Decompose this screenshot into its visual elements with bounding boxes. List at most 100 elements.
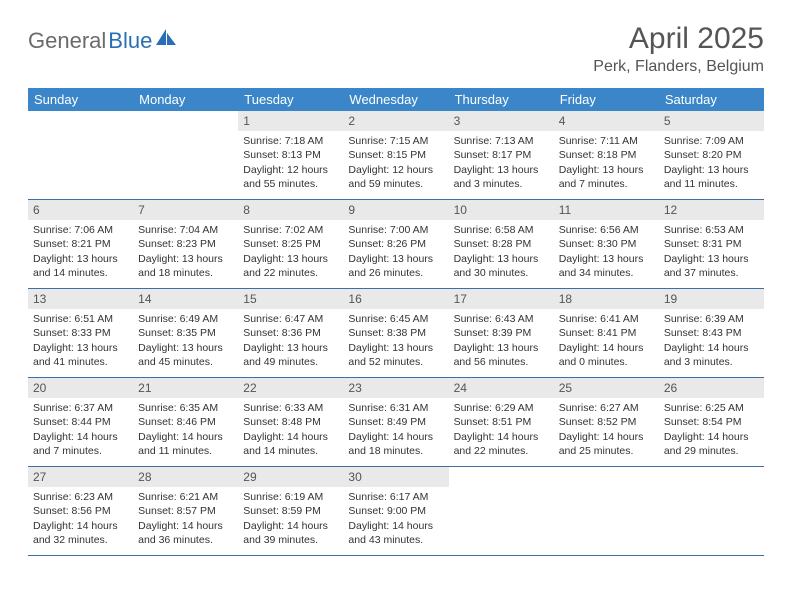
day-cell: 24Sunrise: 6:29 AMSunset: 8:51 PMDayligh… <box>449 378 554 466</box>
day-cell: 8Sunrise: 7:02 AMSunset: 8:25 PMDaylight… <box>238 200 343 288</box>
day-details: Sunrise: 6:53 AMSunset: 8:31 PMDaylight:… <box>659 220 764 284</box>
day-details: Sunrise: 6:25 AMSunset: 8:54 PMDaylight:… <box>659 398 764 462</box>
logo-text-general: General <box>28 28 106 54</box>
day-cell: 23Sunrise: 6:31 AMSunset: 8:49 PMDayligh… <box>343 378 448 466</box>
day-details: Sunrise: 7:11 AMSunset: 8:18 PMDaylight:… <box>554 131 659 195</box>
calendar-row: 13Sunrise: 6:51 AMSunset: 8:33 PMDayligh… <box>28 289 764 378</box>
day-number: 6 <box>28 200 133 220</box>
calendar: SundayMondayTuesdayWednesdayThursdayFrid… <box>28 88 764 556</box>
day-number: 12 <box>659 200 764 220</box>
day-cell: 3Sunrise: 7:13 AMSunset: 8:17 PMDaylight… <box>449 111 554 199</box>
day-cell: 12Sunrise: 6:53 AMSunset: 8:31 PMDayligh… <box>659 200 764 288</box>
day-number: 19 <box>659 289 764 309</box>
logo-text-blue: Blue <box>108 28 152 54</box>
day-details: Sunrise: 6:17 AMSunset: 9:00 PMDaylight:… <box>343 487 448 551</box>
day-cell: 27Sunrise: 6:23 AMSunset: 8:56 PMDayligh… <box>28 467 133 555</box>
weekday-header: Thursday <box>449 88 554 111</box>
day-number: 27 <box>28 467 133 487</box>
day-number: 17 <box>449 289 554 309</box>
day-number: 8 <box>238 200 343 220</box>
day-details: Sunrise: 6:33 AMSunset: 8:48 PMDaylight:… <box>238 398 343 462</box>
day-cell: 13Sunrise: 6:51 AMSunset: 8:33 PMDayligh… <box>28 289 133 377</box>
day-cell: 22Sunrise: 6:33 AMSunset: 8:48 PMDayligh… <box>238 378 343 466</box>
day-details: Sunrise: 7:02 AMSunset: 8:25 PMDaylight:… <box>238 220 343 284</box>
day-cell: 14Sunrise: 6:49 AMSunset: 8:35 PMDayligh… <box>133 289 238 377</box>
empty-cell <box>133 111 238 199</box>
weekday-header: Sunday <box>28 88 133 111</box>
day-details: Sunrise: 6:56 AMSunset: 8:30 PMDaylight:… <box>554 220 659 284</box>
day-cell: 15Sunrise: 6:47 AMSunset: 8:36 PMDayligh… <box>238 289 343 377</box>
day-details: Sunrise: 6:21 AMSunset: 8:57 PMDaylight:… <box>133 487 238 551</box>
empty-cell <box>28 111 133 199</box>
day-details: Sunrise: 7:06 AMSunset: 8:21 PMDaylight:… <box>28 220 133 284</box>
day-number: 22 <box>238 378 343 398</box>
day-details: Sunrise: 7:13 AMSunset: 8:17 PMDaylight:… <box>449 131 554 195</box>
day-number: 11 <box>554 200 659 220</box>
day-number: 26 <box>659 378 764 398</box>
day-details: Sunrise: 6:29 AMSunset: 8:51 PMDaylight:… <box>449 398 554 462</box>
day-details: Sunrise: 6:39 AMSunset: 8:43 PMDaylight:… <box>659 309 764 373</box>
day-details: Sunrise: 6:43 AMSunset: 8:39 PMDaylight:… <box>449 309 554 373</box>
day-details: Sunrise: 6:51 AMSunset: 8:33 PMDaylight:… <box>28 309 133 373</box>
day-cell: 11Sunrise: 6:56 AMSunset: 8:30 PMDayligh… <box>554 200 659 288</box>
day-number: 4 <box>554 111 659 131</box>
day-number: 28 <box>133 467 238 487</box>
day-cell: 20Sunrise: 6:37 AMSunset: 8:44 PMDayligh… <box>28 378 133 466</box>
sail-icon <box>156 29 176 45</box>
day-cell: 5Sunrise: 7:09 AMSunset: 8:20 PMDaylight… <box>659 111 764 199</box>
day-details: Sunrise: 6:23 AMSunset: 8:56 PMDaylight:… <box>28 487 133 551</box>
day-number: 23 <box>343 378 448 398</box>
day-details: Sunrise: 7:09 AMSunset: 8:20 PMDaylight:… <box>659 131 764 195</box>
day-details: Sunrise: 6:41 AMSunset: 8:41 PMDaylight:… <box>554 309 659 373</box>
day-cell: 10Sunrise: 6:58 AMSunset: 8:28 PMDayligh… <box>449 200 554 288</box>
day-number: 2 <box>343 111 448 131</box>
day-cell: 4Sunrise: 7:11 AMSunset: 8:18 PMDaylight… <box>554 111 659 199</box>
day-cell: 26Sunrise: 6:25 AMSunset: 8:54 PMDayligh… <box>659 378 764 466</box>
day-number: 5 <box>659 111 764 131</box>
day-details: Sunrise: 6:31 AMSunset: 8:49 PMDaylight:… <box>343 398 448 462</box>
day-details: Sunrise: 7:00 AMSunset: 8:26 PMDaylight:… <box>343 220 448 284</box>
day-number: 7 <box>133 200 238 220</box>
empty-cell <box>449 467 554 555</box>
calendar-row: 27Sunrise: 6:23 AMSunset: 8:56 PMDayligh… <box>28 467 764 556</box>
day-cell: 19Sunrise: 6:39 AMSunset: 8:43 PMDayligh… <box>659 289 764 377</box>
day-cell: 25Sunrise: 6:27 AMSunset: 8:52 PMDayligh… <box>554 378 659 466</box>
day-number: 13 <box>28 289 133 309</box>
day-number: 3 <box>449 111 554 131</box>
day-number: 14 <box>133 289 238 309</box>
day-number: 9 <box>343 200 448 220</box>
day-details: Sunrise: 6:49 AMSunset: 8:35 PMDaylight:… <box>133 309 238 373</box>
day-cell: 30Sunrise: 6:17 AMSunset: 9:00 PMDayligh… <box>343 467 448 555</box>
day-cell: 28Sunrise: 6:21 AMSunset: 8:57 PMDayligh… <box>133 467 238 555</box>
day-details: Sunrise: 6:58 AMSunset: 8:28 PMDaylight:… <box>449 220 554 284</box>
weekday-header: Monday <box>133 88 238 111</box>
calendar-body: 1Sunrise: 7:18 AMSunset: 8:13 PMDaylight… <box>28 111 764 556</box>
day-cell: 9Sunrise: 7:00 AMSunset: 8:26 PMDaylight… <box>343 200 448 288</box>
location: Perk, Flanders, Belgium <box>593 58 764 76</box>
day-cell: 6Sunrise: 7:06 AMSunset: 8:21 PMDaylight… <box>28 200 133 288</box>
day-number: 29 <box>238 467 343 487</box>
day-details: Sunrise: 7:15 AMSunset: 8:15 PMDaylight:… <box>343 131 448 195</box>
day-number: 30 <box>343 467 448 487</box>
day-details: Sunrise: 6:47 AMSunset: 8:36 PMDaylight:… <box>238 309 343 373</box>
calendar-row: 6Sunrise: 7:06 AMSunset: 8:21 PMDaylight… <box>28 200 764 289</box>
calendar-header-row: SundayMondayTuesdayWednesdayThursdayFrid… <box>28 88 764 111</box>
month-title: April 2025 <box>593 22 764 56</box>
day-details: Sunrise: 6:35 AMSunset: 8:46 PMDaylight:… <box>133 398 238 462</box>
weekday-header: Tuesday <box>238 88 343 111</box>
day-details: Sunrise: 7:04 AMSunset: 8:23 PMDaylight:… <box>133 220 238 284</box>
day-number: 1 <box>238 111 343 131</box>
day-details: Sunrise: 6:19 AMSunset: 8:59 PMDaylight:… <box>238 487 343 551</box>
day-number: 15 <box>238 289 343 309</box>
day-details: Sunrise: 7:18 AMSunset: 8:13 PMDaylight:… <box>238 131 343 195</box>
day-number: 16 <box>343 289 448 309</box>
empty-cell <box>659 467 764 555</box>
day-details: Sunrise: 6:37 AMSunset: 8:44 PMDaylight:… <box>28 398 133 462</box>
day-number: 10 <box>449 200 554 220</box>
day-cell: 7Sunrise: 7:04 AMSunset: 8:23 PMDaylight… <box>133 200 238 288</box>
weekday-header: Wednesday <box>343 88 448 111</box>
logo: GeneralBlue <box>28 22 176 54</box>
day-number: 18 <box>554 289 659 309</box>
day-number: 24 <box>449 378 554 398</box>
weekday-header: Friday <box>554 88 659 111</box>
